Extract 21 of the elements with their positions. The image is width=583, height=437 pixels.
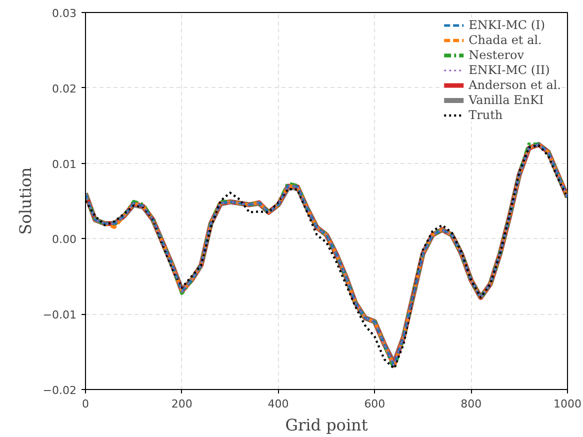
- y-axis-title: Solution: [16, 167, 35, 235]
- legend-label: Nesterov: [468, 48, 524, 62]
- legend-label: ENKI-MC (I): [468, 18, 546, 32]
- legend-label: Anderson et al.: [468, 78, 561, 92]
- legend-label: Chada et al.: [468, 33, 542, 47]
- x-tick-label: 600: [364, 398, 386, 410]
- y-tick-label: 0.01: [52, 158, 77, 171]
- y-tick-label: 0.00: [52, 233, 77, 246]
- legend-label: ENKI-MC (II): [468, 63, 550, 77]
- x-tick-label: 1000: [554, 398, 582, 410]
- y-tick-label: −0.01: [42, 308, 77, 322]
- y-tick-label: −0.02: [42, 384, 77, 397]
- x-tick-label: 0: [82, 398, 89, 410]
- y-tick-label: 0.03: [52, 7, 77, 20]
- x-tick-label: 400: [268, 398, 289, 410]
- x-axis-title: Grid point: [285, 416, 368, 434]
- legend-label: Truth: [468, 108, 503, 122]
- x-tick-label: 800: [460, 398, 482, 410]
- legend-label: Vanilla EnKI: [468, 93, 544, 107]
- y-tick-label: 0.02: [52, 82, 77, 96]
- x-tick-label: 200: [171, 398, 192, 410]
